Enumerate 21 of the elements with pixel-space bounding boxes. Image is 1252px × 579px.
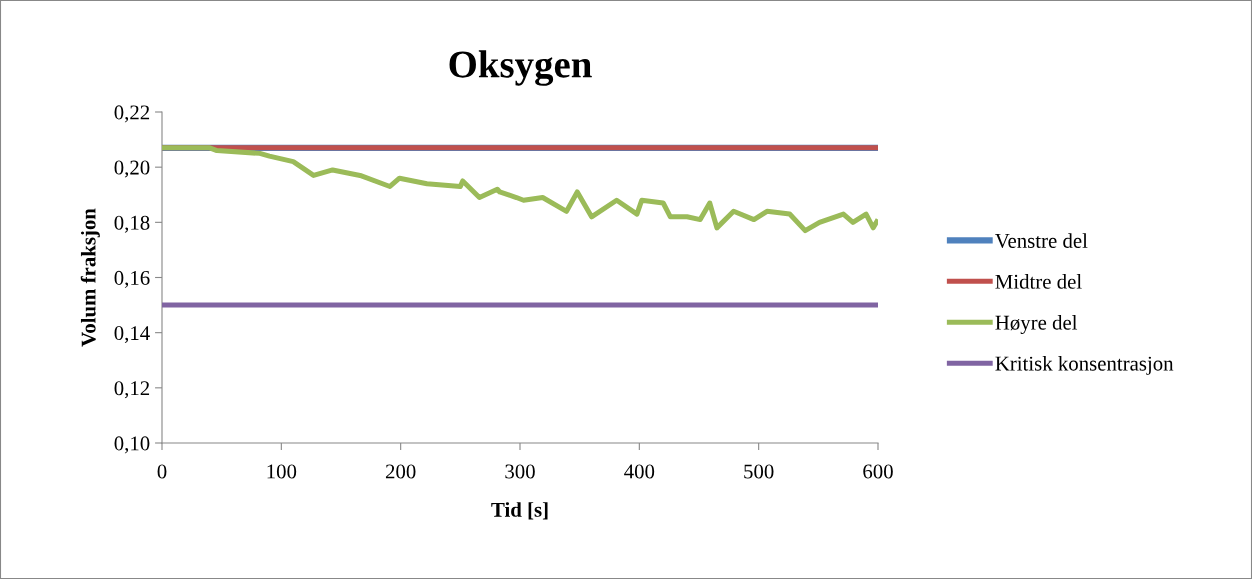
chart-title: Oksygen [449,50,592,86]
x-tick-label: 300 [505,464,535,479]
y-tick-label: 0,18 [114,215,150,233]
x-tick-label: 500 [744,464,774,479]
y-tick-label: 0,12 [114,381,150,399]
x-tick-label: 600 [863,464,893,479]
x-axis-title: Tid [s] [491,502,548,520]
x-tick-label: 100 [267,464,297,479]
x-tick-label: 200 [385,464,416,479]
y-tick-label: 0,20 [114,160,150,178]
y-tick-label: 0,16 [114,270,150,288]
legend-label: Kritisk konsentrasjon [995,355,1174,375]
legend-label: Høyre del [995,315,1078,334]
x-tick-label: 0 [157,464,167,479]
y-tick-label: 0,14 [114,326,150,344]
legend-label: Midtre del [995,274,1082,289]
y-tick-label: 0,10 [114,436,150,454]
y-tick-label: 0,22 [114,105,150,123]
y-axis-title: Volum fraksjon [80,208,100,347]
legend-label: Venstre del [995,233,1088,248]
x-tick-label: 400 [624,464,655,479]
